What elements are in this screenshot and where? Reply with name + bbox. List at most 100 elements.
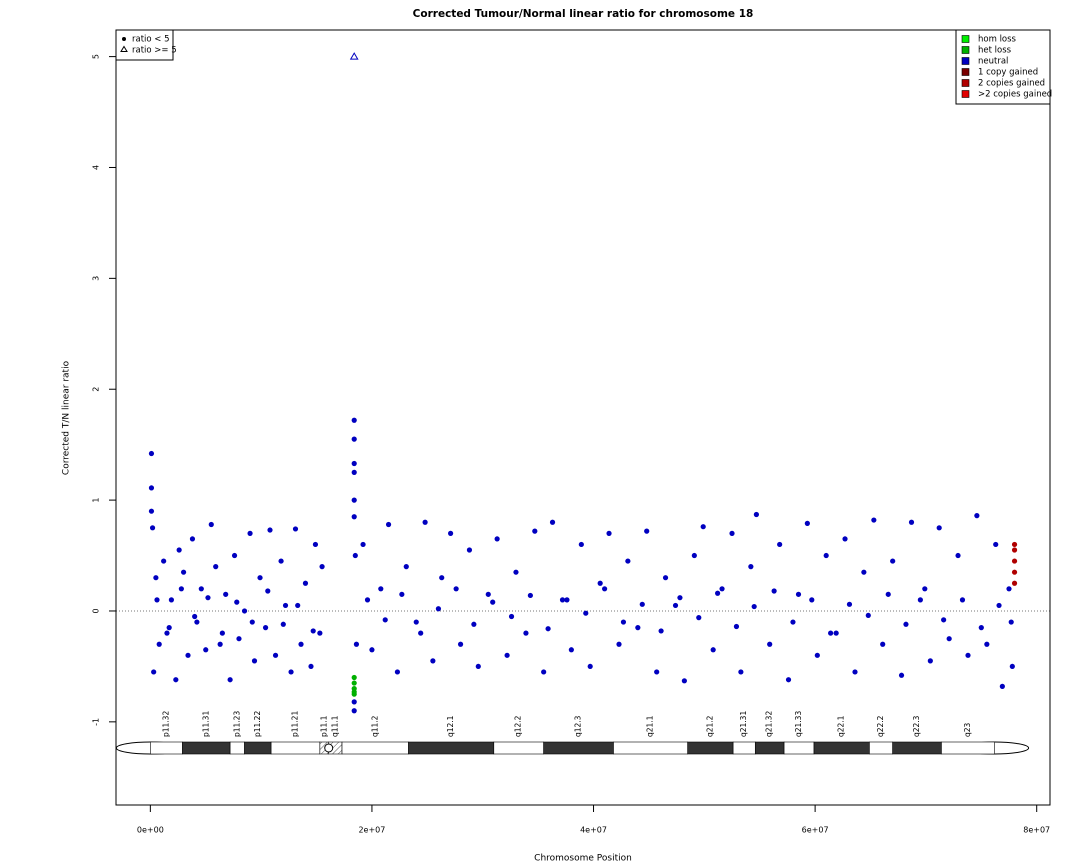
legend-symbol xyxy=(122,37,126,41)
data-point xyxy=(559,597,566,603)
data-point xyxy=(545,626,551,632)
data-point xyxy=(941,617,947,623)
band-label: q21.33 xyxy=(794,711,803,737)
data-point xyxy=(729,530,735,536)
data-point xyxy=(439,575,445,581)
data-point xyxy=(203,647,209,653)
data-point xyxy=(691,552,697,559)
data-point xyxy=(247,530,253,536)
data-point xyxy=(1011,547,1018,553)
data-point xyxy=(635,625,641,631)
data-point xyxy=(288,669,294,675)
legend-box xyxy=(955,29,1051,105)
data-point xyxy=(192,613,198,620)
data-point xyxy=(885,591,891,597)
data-point xyxy=(672,602,679,609)
x-tick-label: 2e+07 xyxy=(358,826,385,835)
legend-swatch xyxy=(961,57,970,65)
legend-swatch xyxy=(961,46,970,54)
data-point xyxy=(984,641,990,647)
data-point xyxy=(223,591,229,597)
data-point xyxy=(738,669,744,675)
y-tick-label: 5 xyxy=(92,54,101,59)
data-point xyxy=(814,652,820,658)
data-point xyxy=(639,601,645,607)
data-point xyxy=(903,621,909,627)
data-point xyxy=(208,521,214,528)
data-point xyxy=(156,641,162,647)
data-point xyxy=(292,526,299,532)
data-point xyxy=(880,641,886,647)
data-point xyxy=(353,641,360,647)
data-point xyxy=(278,558,284,564)
ideogram-band xyxy=(493,741,544,755)
band-label: q21.31 xyxy=(739,711,748,737)
band-label: p11.31 xyxy=(201,711,210,737)
data-point xyxy=(620,619,627,625)
data-point xyxy=(494,536,500,542)
data-point xyxy=(471,621,477,627)
x-tick-label: 6e+07 xyxy=(802,826,829,835)
x-tick-label: 8e+07 xyxy=(1023,826,1050,835)
data-point xyxy=(413,619,419,625)
band-label: q11.2 xyxy=(370,715,379,737)
x-axis-title: Chromosome Position xyxy=(534,854,632,864)
data-point xyxy=(164,630,170,636)
data-point xyxy=(748,564,754,570)
ideogram-band xyxy=(687,741,734,755)
data-point xyxy=(399,591,405,597)
data-point xyxy=(302,580,309,586)
ideogram-band xyxy=(613,741,689,755)
data-point xyxy=(351,708,357,714)
data-point xyxy=(153,575,159,581)
data-point xyxy=(833,630,839,636)
data-point xyxy=(189,536,196,542)
ideogram-band xyxy=(783,741,815,755)
ideogram-band xyxy=(869,741,893,755)
data-point xyxy=(917,597,923,603)
x-tick-label: 4e+07 xyxy=(580,826,607,835)
data-point xyxy=(251,658,258,664)
data-point xyxy=(733,623,740,630)
data-point xyxy=(352,552,358,559)
data-point xyxy=(927,658,933,664)
data-point xyxy=(282,602,289,609)
data-point xyxy=(448,530,454,536)
data-point xyxy=(785,677,792,683)
data-point xyxy=(219,630,225,636)
data-point xyxy=(583,610,589,616)
data-point xyxy=(351,514,357,520)
ideogram-band xyxy=(182,741,231,755)
data-point xyxy=(644,528,650,534)
data-point xyxy=(194,619,200,625)
band-label: q11.1 xyxy=(330,715,339,737)
data-point xyxy=(846,601,853,607)
data-point xyxy=(351,680,357,686)
x-tick-label: 0e+00 xyxy=(137,826,164,835)
data-point xyxy=(871,517,877,523)
band-label: p11.1 xyxy=(319,715,328,737)
data-point xyxy=(828,630,834,636)
band-label: q23 xyxy=(963,722,972,737)
data-point xyxy=(965,652,971,658)
y-tick-label: 3 xyxy=(92,276,101,281)
data-point xyxy=(262,625,269,631)
data-point xyxy=(795,591,802,597)
band-label: q21.1 xyxy=(646,715,655,737)
data-point xyxy=(430,658,436,664)
data-point xyxy=(351,699,357,705)
data-point xyxy=(549,519,556,525)
data-point xyxy=(234,599,240,605)
data-point xyxy=(751,603,757,610)
data-point xyxy=(852,669,858,675)
data-point xyxy=(241,608,248,614)
data-point xyxy=(508,613,515,620)
ideogram-band xyxy=(813,741,870,755)
data-point xyxy=(1006,586,1012,592)
ideogram-band xyxy=(270,741,321,755)
data-point xyxy=(767,641,773,647)
data-point xyxy=(719,586,725,592)
data-point xyxy=(541,669,547,675)
data-point xyxy=(974,513,980,519)
